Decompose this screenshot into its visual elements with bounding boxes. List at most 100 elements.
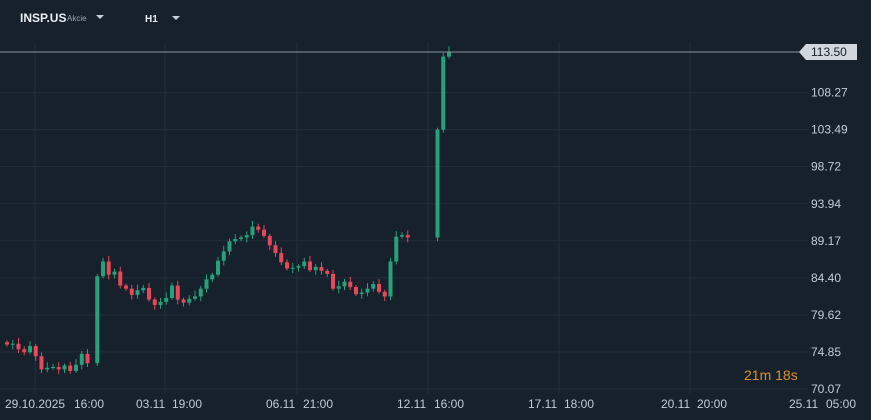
candle-up [45,362,50,373]
candle-up [141,285,146,294]
candle-body [28,346,32,353]
candle-down [85,349,90,367]
candle-up [170,282,174,300]
candle-down [68,361,73,374]
candle-body [39,356,44,370]
candle-down [39,352,44,374]
candle-down [354,285,358,297]
candle-body [244,235,249,238]
candle-body [85,353,90,364]
candle-down [377,279,381,294]
time-tick-label: 17.11 [528,397,557,411]
candle-down [106,255,111,280]
candle-body [233,239,238,242]
candle-up [227,238,232,256]
candle-body [325,270,330,274]
candle-body [273,245,278,253]
candle-up [435,127,440,242]
candle-down [16,338,21,353]
candle-down [267,233,272,250]
candle-down [279,247,284,266]
candle-body [95,276,100,364]
candle-body [331,273,335,289]
current-price-tag [799,44,857,60]
candle-body [51,367,55,369]
candle-up [400,232,404,239]
candle-up [79,350,84,370]
candle-body [79,353,84,365]
symbol-dropdown-chevron-icon[interactable] [96,15,104,19]
candle-down [56,362,61,375]
candle-down [382,289,387,302]
candle-body [187,298,192,303]
price-tick-label: 89.17 [811,234,841,248]
price-tick-label: 103.49 [811,123,848,137]
candle-body [342,281,347,287]
candle-body [147,287,151,300]
candle-up [359,288,364,299]
candle-up [239,235,243,241]
time-tick-label: 25.11 [789,397,818,411]
candle-body [250,226,255,236]
candle-down [348,276,353,290]
candle-up [51,364,55,370]
candle-down [181,297,186,307]
candle-body [267,235,272,246]
price-tick-label: 93.94 [811,197,841,211]
candle-down [331,270,335,291]
candle-up [302,257,307,270]
symbol-label[interactable]: INSP.US [20,11,67,25]
candle-down [256,223,261,233]
time-tick-label: 12.11 [397,397,426,411]
candle-body [198,288,203,297]
candle-body [371,284,376,289]
candle-body [175,285,180,300]
candle-body [101,261,105,277]
candle-body [33,346,38,357]
time-tick-label: 05:00 [826,397,856,411]
candle-body [435,129,440,238]
countdown-minutes-unit: m [759,367,772,383]
candle-up [313,264,318,275]
candle-up [394,231,399,265]
candle-up [204,274,209,293]
time-tick-label: 19:00 [172,397,202,411]
candle-body [124,285,128,289]
candle-body [348,281,353,288]
candle-down [285,259,289,271]
chart-grid [0,42,808,394]
candle-up [210,272,215,283]
candle-up [342,278,347,291]
candle-down [308,255,312,272]
candle-body [441,56,446,130]
chart-toolbar: INSP.US Akcie H1 [0,0,871,36]
candle-body [68,365,73,371]
candle-body [221,251,226,261]
candle-up [10,339,15,350]
candle-up [371,281,376,292]
time-tick-label: 29.10.2025 [5,397,65,411]
candle-up [296,264,301,272]
candle-body [216,260,220,275]
candle-up [74,359,78,373]
candle-down [118,266,123,289]
candle-down [175,280,180,305]
candle-body [313,266,318,271]
timeframe-selector[interactable]: H1 [145,14,158,25]
candle-down [147,283,151,302]
candle-body [319,266,324,271]
candle-body [45,367,50,370]
candle-body [354,287,358,295]
candle-body [296,266,301,268]
candle-down [405,230,410,243]
candle-down [5,340,9,347]
timeframe-dropdown-chevron-icon[interactable] [172,16,180,20]
price-tick-label: 79.62 [811,308,841,322]
candle-down [262,224,266,238]
candle-up [233,234,238,245]
candle-body [290,267,295,269]
candle-body [118,271,123,286]
price-tick-label: 70.07 [811,382,841,396]
time-tick-label: 06.11 [266,397,295,411]
